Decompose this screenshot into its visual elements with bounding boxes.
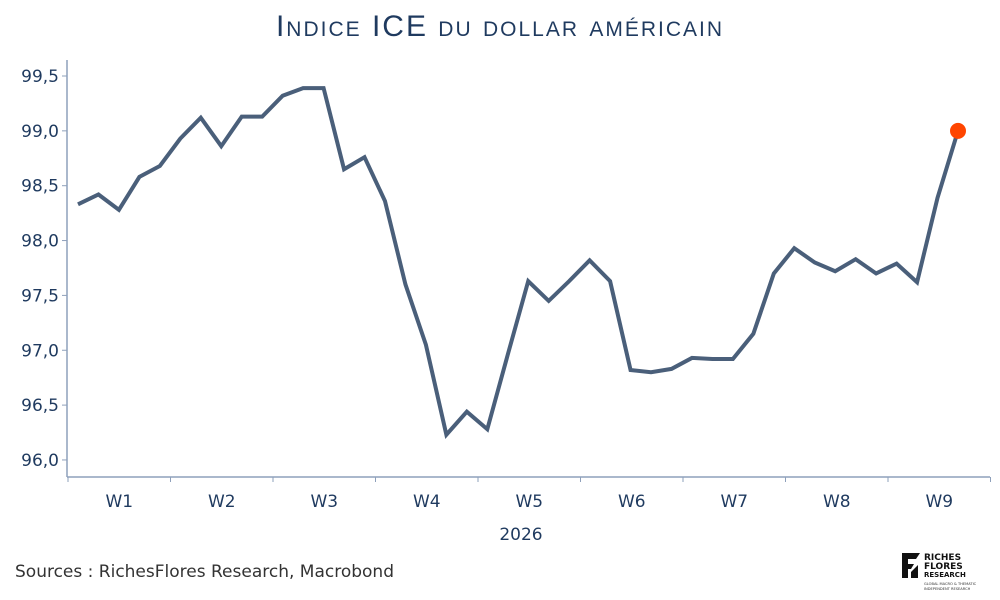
y-tick-label: 98,5 [21,177,59,197]
chart-title: Indice ICE du dollar américain [275,10,725,43]
y-tick-label: 99,5 [21,67,59,87]
x-tick-label: W3 [310,492,338,512]
svg-text:GLOBAL MACRO & THEMATIC: GLOBAL MACRO & THEMATIC [924,582,977,586]
x-tick-label: W6 [618,492,646,512]
x-tick-label: W1 [105,492,133,512]
x-tick-label: W7 [720,492,748,512]
x-tick-label: W5 [515,492,543,512]
y-tick-label: 98,0 [21,232,59,252]
y-tick-label: 96,0 [21,451,59,471]
svg-text:FLORES: FLORES [924,562,963,572]
x-tick-label: W2 [208,492,236,512]
riches-flores-logo: RICHES FLORES RESEARCH GLOBAL MACRO & TH… [900,550,995,595]
y-tick-label: 96,5 [21,396,59,416]
svg-text:RESEARCH: RESEARCH [924,571,966,579]
x-tick-label: W8 [823,492,851,512]
series-line-dxy [77,86,960,439]
y-tick-label: 99,0 [21,122,59,142]
svg-text:RICHES: RICHES [924,553,961,563]
last-value-marker [950,122,966,139]
source-note: Sources : RichesFlores Research, Macrobo… [15,562,394,582]
line-chart: 96,0 96,5 97,0 97,5 98,0 98,5 99,0 99,5 W1 W2 W3 W4… [21,60,991,545]
svg-text:INDEPENDENT RESEARCH: INDEPENDENT RESEARCH [924,587,971,591]
y-tick-label: 97,5 [21,286,59,306]
x-tick-label: W9 [925,492,953,512]
x-axis-label: 2026 [499,525,542,545]
y-tick-label: 97,0 [21,341,59,361]
x-tick-label: W4 [413,492,441,512]
